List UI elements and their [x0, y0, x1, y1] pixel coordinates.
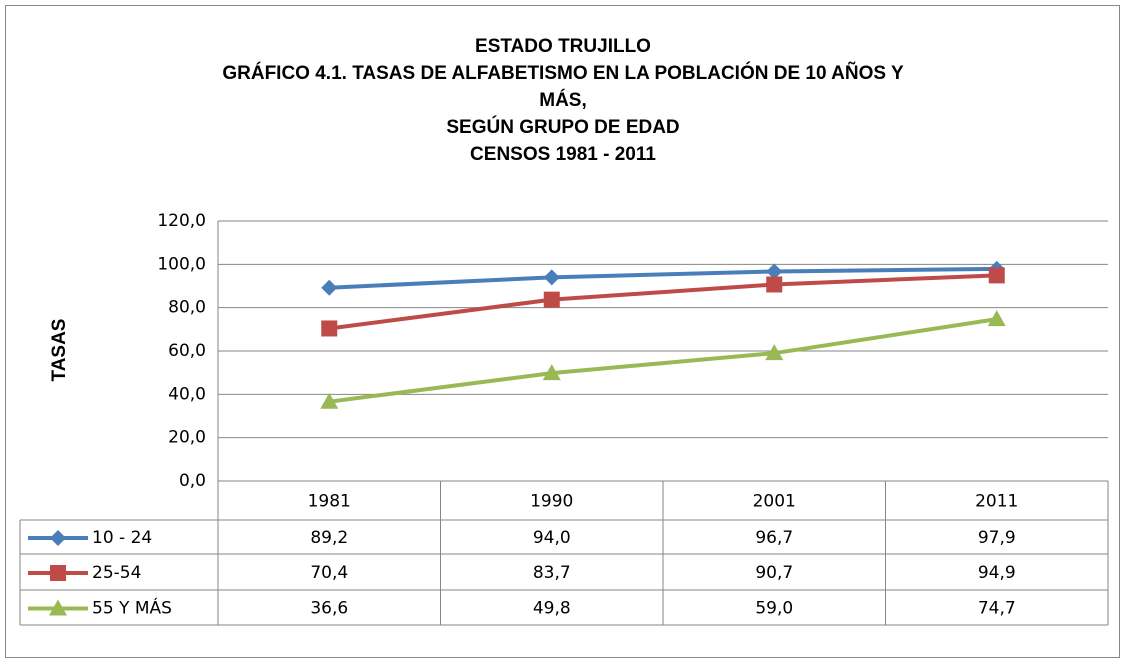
table-value: 70,4 — [310, 563, 348, 583]
y-tick-label: 60,0 — [168, 341, 206, 361]
legend-label: 25-54 — [92, 563, 141, 583]
marker — [766, 263, 783, 280]
y-tick-label: 20,0 — [168, 428, 206, 448]
table-value: 89,2 — [310, 528, 348, 548]
marker — [50, 530, 66, 546]
chart-title: MÁS, — [539, 89, 587, 111]
chart-title: CENSOS 1981 - 2011 — [470, 144, 656, 165]
series-line — [328, 317, 998, 404]
marker — [543, 269, 560, 286]
table-value: 83,7 — [533, 563, 571, 583]
x-tick-label: 2011 — [975, 492, 1018, 512]
marker — [543, 291, 560, 308]
table-value: 49,8 — [533, 599, 571, 619]
y-tick-label: 0,0 — [179, 471, 206, 491]
table-value: 94,9 — [978, 563, 1016, 583]
y-tick-label: 100,0 — [157, 254, 206, 274]
y-tick-label: 80,0 — [168, 298, 206, 318]
table-value: 97,9 — [978, 528, 1016, 548]
table-value: 74,7 — [978, 599, 1016, 619]
marker — [320, 392, 339, 409]
marker — [321, 279, 338, 296]
y-tick-label: 120,0 — [157, 211, 206, 231]
chart-title: ESTADO TRUJILLO — [475, 36, 651, 57]
table-value: 36,6 — [310, 599, 348, 619]
series-line — [329, 266, 997, 290]
marker — [542, 364, 561, 381]
chart-title: SEGÚN GRUPO DE EDAD — [446, 116, 679, 138]
table-value: 59,0 — [755, 599, 793, 619]
y-axis-label: TASAS — [49, 319, 70, 382]
x-tick-label: 1990 — [530, 492, 573, 512]
marker — [765, 344, 784, 361]
x-tick-label: 1981 — [308, 492, 351, 512]
marker — [50, 565, 66, 581]
y-tick-label: 40,0 — [168, 384, 206, 404]
chart-title: GRÁFICO 4.1. TASAS DE ALFABETISMO EN LA … — [222, 62, 904, 84]
legend-label: 10 - 24 — [92, 528, 152, 548]
table-value: 96,7 — [755, 528, 793, 548]
marker — [988, 267, 1005, 284]
marker — [766, 276, 783, 293]
legend-label: 55 Y MÁS — [92, 597, 172, 619]
marker — [49, 599, 67, 616]
series-line — [328, 273, 997, 331]
x-tick-label: 2001 — [753, 492, 796, 512]
marker — [321, 320, 338, 337]
marker — [987, 310, 1006, 327]
table-value: 90,7 — [755, 563, 793, 583]
table-value: 94,0 — [533, 528, 571, 548]
chart-border — [5, 5, 1120, 658]
